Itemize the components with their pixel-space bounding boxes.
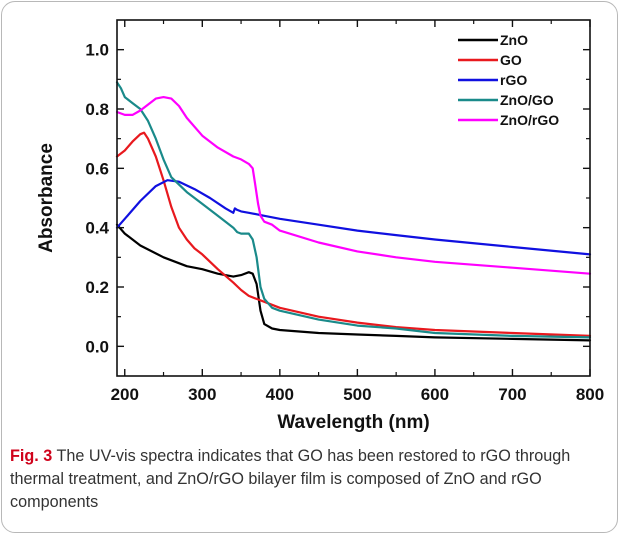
series-line-go xyxy=(115,131,592,337)
series-layer xyxy=(115,81,592,342)
series-line-zno-rgo xyxy=(115,95,592,275)
x-tick-label: 300 xyxy=(188,385,216,404)
legend-label: rGO xyxy=(500,72,527,88)
x-tick-label: 200 xyxy=(111,385,139,404)
figure-label: Fig. 3 xyxy=(10,447,53,465)
y-axis-title: Absorbance xyxy=(36,143,57,253)
x-axis-title: Wavelength (nm) xyxy=(277,412,429,433)
y-tick-label: 0.2 xyxy=(85,278,109,297)
series-line-rgo xyxy=(115,179,592,256)
legend: ZnO GO rGO ZnO/GO ZnO/rGO xyxy=(458,32,559,128)
x-tick-label: 700 xyxy=(498,385,526,404)
y-tick-label: 0.0 xyxy=(85,337,109,356)
legend-label: ZnO/GO xyxy=(500,92,554,108)
series-line-zno xyxy=(115,223,592,342)
x-tick-label: 800 xyxy=(576,385,604,404)
legend-label: ZnO/rGO xyxy=(500,112,559,128)
y-tick-label: 0.8 xyxy=(85,100,109,119)
x-tick-label: 400 xyxy=(266,385,294,404)
caption-text: The UV-vis spectra indicates that GO has… xyxy=(10,447,571,511)
y-tick-label: 0.6 xyxy=(85,159,109,178)
x-tick-label: 600 xyxy=(421,385,449,404)
figure-caption: Fig. 3 The UV-vis spectra indicates that… xyxy=(10,445,610,514)
y-tick-label: 0.4 xyxy=(85,219,109,238)
legend-label: GO xyxy=(500,52,522,68)
legend-label: ZnO xyxy=(500,32,528,48)
axes-layer: 200 300 400 500 600 700 800 0.0 0.2 0.4 0.6 0.8 1.0 xyxy=(85,19,604,404)
y-tick-label: 1.0 xyxy=(85,41,109,60)
x-tick-label: 500 xyxy=(343,385,371,404)
series-line-zno-go xyxy=(115,81,592,339)
uv-vis-chart: 200 300 400 500 600 700 8000.00.20.40.60.81.0 … xyxy=(36,19,604,433)
